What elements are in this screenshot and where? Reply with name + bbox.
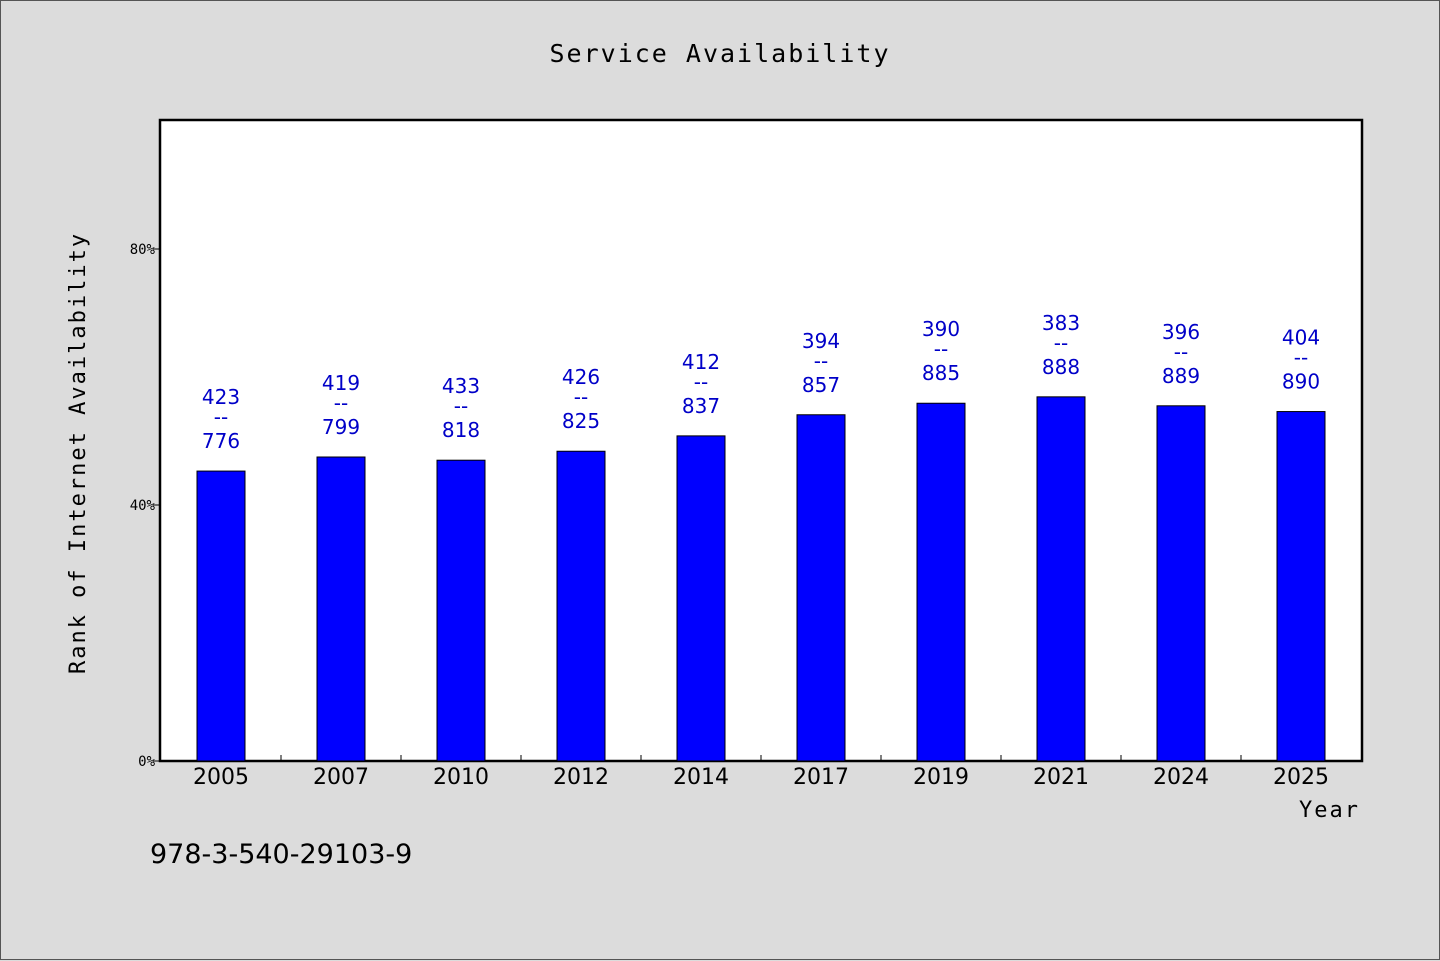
data-label-top: 412 <box>682 350 720 374</box>
bar-2012 <box>556 450 606 762</box>
data-label-bottom: 889 <box>1162 364 1200 388</box>
x-tick-label: 2019 <box>913 765 969 790</box>
data-label-top: 426 <box>562 365 600 389</box>
data-label-sep: -- <box>334 391 348 415</box>
isbn-text: 978-3-540-29103-9 <box>150 839 412 870</box>
bar-2019 <box>916 402 966 762</box>
x-tick-label: 2012 <box>553 765 609 790</box>
x-tick-label: 2021 <box>1033 765 1089 790</box>
data-label-top: 383 <box>1042 311 1080 335</box>
chart-title: Service Availability <box>549 39 890 68</box>
x-tick-label: 2007 <box>313 765 369 790</box>
data-label-sep: -- <box>574 385 588 409</box>
data-label-top: 423 <box>202 385 240 409</box>
data-label-bottom: 799 <box>322 415 360 439</box>
data-label-top: 419 <box>322 371 360 395</box>
x-axis-title: Year <box>1299 798 1360 823</box>
x-tick-label: 2017 <box>793 765 849 790</box>
data-label-top: 394 <box>802 329 840 353</box>
data-label-top: 390 <box>922 317 960 341</box>
data-label-bottom: 837 <box>682 394 720 418</box>
data-label-bottom: 885 <box>922 361 960 385</box>
y-axis: 0% 40% 80% <box>130 242 161 770</box>
x-tick-label: 2014 <box>673 765 729 790</box>
bar-2025 <box>1276 411 1326 762</box>
y-axis-title: Rank of Internet Availability <box>66 232 91 674</box>
bar-2021 <box>1036 396 1086 762</box>
x-tick-label: 2024 <box>1153 765 1209 790</box>
x-axis: 2005 2007 2010 2012 2014 2017 2019 2021 2024 2025 <box>193 755 1329 790</box>
data-label-sep: -- <box>454 394 468 418</box>
data-label-sep: -- <box>1054 331 1068 355</box>
data-label-sep: -- <box>214 405 228 429</box>
x-tick-label: 2010 <box>433 765 489 790</box>
y-tick-label: 40% <box>130 498 156 514</box>
data-label-bottom: 825 <box>562 409 600 433</box>
y-tick-label: 0% <box>138 754 155 770</box>
x-tick-label: 2005 <box>193 765 249 790</box>
data-label-sep: -- <box>934 337 948 361</box>
data-label-top: 404 <box>1282 326 1320 350</box>
data-label-bottom: 857 <box>802 373 840 397</box>
bar-2010 <box>436 459 486 762</box>
data-label-sep: -- <box>814 349 828 373</box>
data-label-bottom: 818 <box>442 418 480 442</box>
bar-2024 <box>1156 405 1206 762</box>
bar-series <box>196 396 1326 762</box>
bar-2005 <box>196 470 246 762</box>
bar-2014 <box>676 435 726 762</box>
x-tick-label: 2025 <box>1273 765 1329 790</box>
data-label-sep: -- <box>694 370 708 394</box>
data-label-top: 396 <box>1162 320 1200 344</box>
data-label-bottom: 776 <box>202 429 240 453</box>
data-label-sep: -- <box>1294 346 1308 370</box>
data-label-sep: -- <box>1174 340 1188 364</box>
data-labels: 423--776419--799433--818426--825412--837… <box>202 311 1320 453</box>
y-tick-label: 80% <box>130 242 156 258</box>
bar-2007 <box>316 456 366 762</box>
data-label-bottom: 888 <box>1042 355 1080 379</box>
bar-2017 <box>796 414 846 762</box>
data-label-top: 433 <box>442 374 480 398</box>
data-label-bottom: 890 <box>1282 370 1320 394</box>
